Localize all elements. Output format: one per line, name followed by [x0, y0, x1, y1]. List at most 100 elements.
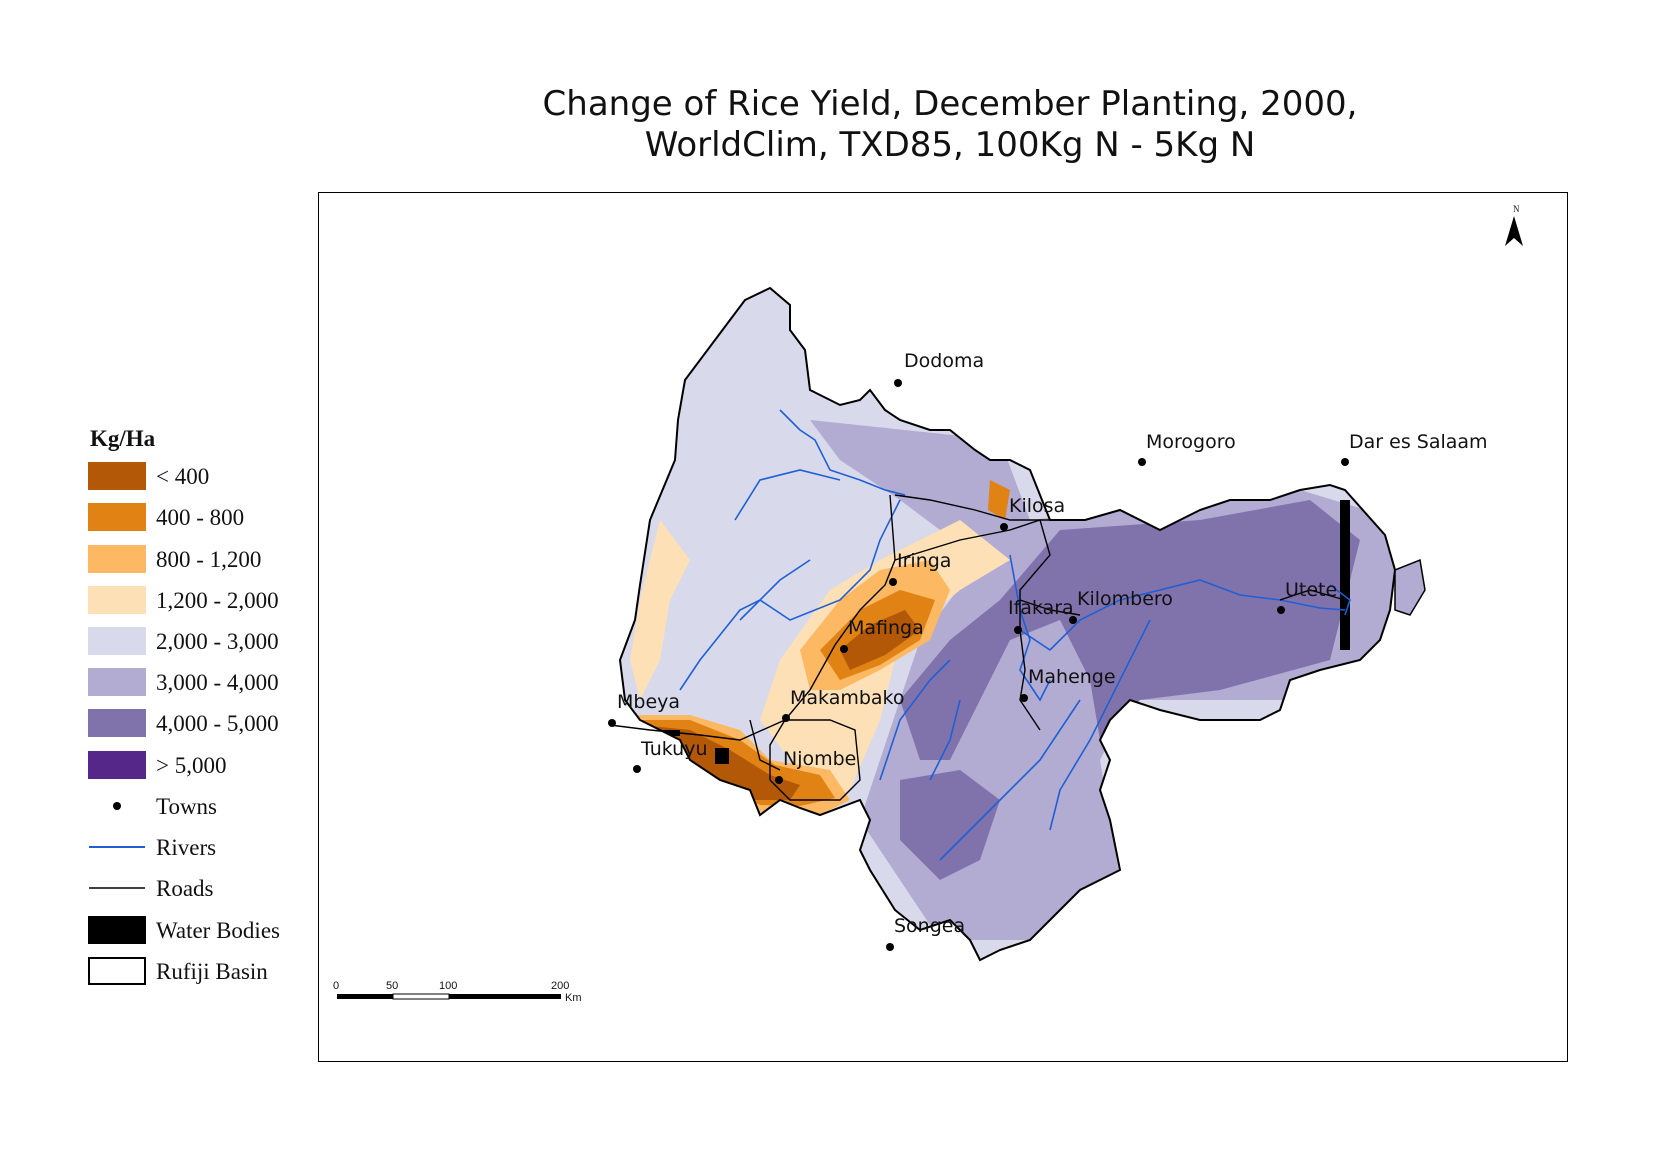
town-label-kilombero: Kilombero: [1077, 588, 1173, 610]
river: [879, 659, 951, 781]
town-label-mbeya: Mbeya: [617, 691, 681, 713]
town-label-njombe: Njombe: [783, 748, 857, 770]
town-dot-njombe: [775, 776, 783, 784]
rufiji-basin-outline: [618, 286, 1397, 962]
scale-unit: Km: [565, 992, 582, 1004]
road: [609, 719, 861, 801]
legend-swatch: [88, 668, 146, 696]
river: [929, 699, 961, 781]
legend-label: > 5,000: [156, 753, 227, 778]
town-dot-mafinga: [840, 645, 848, 653]
river: [1329, 584, 1351, 616]
water-body-swatch: [88, 916, 146, 944]
town-dot-makambako: [782, 714, 790, 722]
legend-swatch: [88, 709, 146, 737]
north-label: N: [1513, 204, 1520, 214]
road: [749, 719, 781, 771]
town-dot-kilombero: [1069, 616, 1077, 624]
north-arrow: [1505, 216, 1523, 246]
map-title-line-2: WorldClim, TXD85, 100Kg N - 5Kg N: [644, 125, 1256, 165]
town-dot-mahenge: [1020, 694, 1028, 702]
legend-label: Rivers: [156, 835, 217, 860]
town-label-ifakara: Ifakara: [1008, 597, 1074, 619]
town-dot-dar-es-salaam: [1341, 458, 1349, 466]
river: [1019, 579, 1346, 652]
river: [739, 559, 811, 621]
river: [1049, 619, 1151, 831]
town-label-mahenge: Mahenge: [1028, 666, 1116, 688]
scale-tick-label: 50: [386, 980, 399, 992]
town-dot-ifakara: [1014, 626, 1022, 634]
town-dot-dodoma: [894, 379, 902, 387]
zone-1200-2000: [630, 520, 690, 700]
town-label-kilosa: Kilosa: [1009, 495, 1066, 517]
river: [779, 409, 906, 496]
legend-swatch: [88, 627, 146, 655]
town-dot-utete: [1277, 606, 1285, 614]
legend-swatch: [88, 462, 146, 490]
legend-title: Kg/Ha: [90, 426, 156, 451]
legend-symbols: [89, 802, 145, 889]
river: [734, 469, 841, 521]
water-body: [1340, 500, 1350, 650]
town-dot-tukuyu: [633, 765, 641, 773]
town-label-dar-es-salaam: Dar es Salaam: [1349, 431, 1488, 453]
river: [1009, 554, 1051, 702]
scale-tick-label: 200: [551, 980, 570, 992]
town-dot-mbeya: [608, 719, 616, 727]
town-label-songea: Songea: [894, 915, 966, 937]
legend-label: Water Bodies: [156, 918, 280, 943]
map-frame: [318, 192, 1568, 1062]
roads: [609, 494, 1346, 801]
town-label-iringa: Iringa: [897, 550, 952, 572]
north-arrow-icon: [1505, 216, 1523, 246]
town-dot-iringa: [889, 578, 897, 586]
legend-swatch: [88, 751, 146, 779]
legend-label: 2,000 - 3,000: [156, 629, 279, 654]
town-label-makambako: Makambako: [790, 687, 905, 709]
road: [1279, 589, 1346, 601]
town-dot-songea: [886, 943, 894, 951]
town-dot-morogoro: [1138, 458, 1146, 466]
road: [769, 494, 896, 780]
legend-label: 1,200 - 2,000: [156, 588, 279, 613]
legend-swatch: [88, 503, 146, 531]
legend-label: 3,000 - 4,000: [156, 670, 279, 695]
water-body: [715, 748, 729, 764]
zone-below-400: [840, 610, 920, 670]
map-title-line-1: Change of Rice Yield, December Planting,…: [542, 84, 1358, 124]
town-label-morogoro: Morogoro: [1146, 431, 1236, 453]
town-label-utete: Utete: [1285, 579, 1338, 601]
river: [679, 499, 901, 691]
basin-swatch: [88, 957, 146, 985]
water-body: [660, 730, 680, 736]
yield-raster: [618, 286, 1426, 962]
legend-label: 4,000 - 5,000: [156, 711, 279, 736]
legend-label: Rufiji Basin: [156, 959, 268, 984]
town-dot-kilosa: [1000, 523, 1008, 531]
scale-bar: [337, 993, 561, 1000]
river: [939, 699, 1081, 861]
legend-label: 400 - 800: [156, 505, 245, 530]
town-dots: [608, 379, 1349, 951]
town-dot-icon: [113, 802, 121, 810]
road: [894, 494, 1050, 521]
legend-swatch: [88, 545, 146, 573]
scale-tick-label: 100: [439, 980, 458, 992]
road: [894, 519, 1051, 731]
legend-label: Towns: [156, 794, 218, 819]
town-label-mafinga: Mafinga: [848, 617, 924, 639]
legend-label: 800 - 1,200: [156, 547, 262, 572]
town-label-tukuyu: Tukuyu: [641, 738, 708, 760]
road: [1019, 599, 1081, 616]
rivers: [679, 409, 1351, 861]
island: [1394, 558, 1426, 616]
legend-swatch: [88, 586, 146, 614]
town-label-dodoma: Dodoma: [904, 350, 985, 372]
legend-label: < 400: [156, 464, 210, 489]
legend-label: Roads: [156, 876, 214, 901]
scale-tick-label: 0: [333, 980, 340, 992]
zone-4000-5000: [900, 500, 1360, 760]
